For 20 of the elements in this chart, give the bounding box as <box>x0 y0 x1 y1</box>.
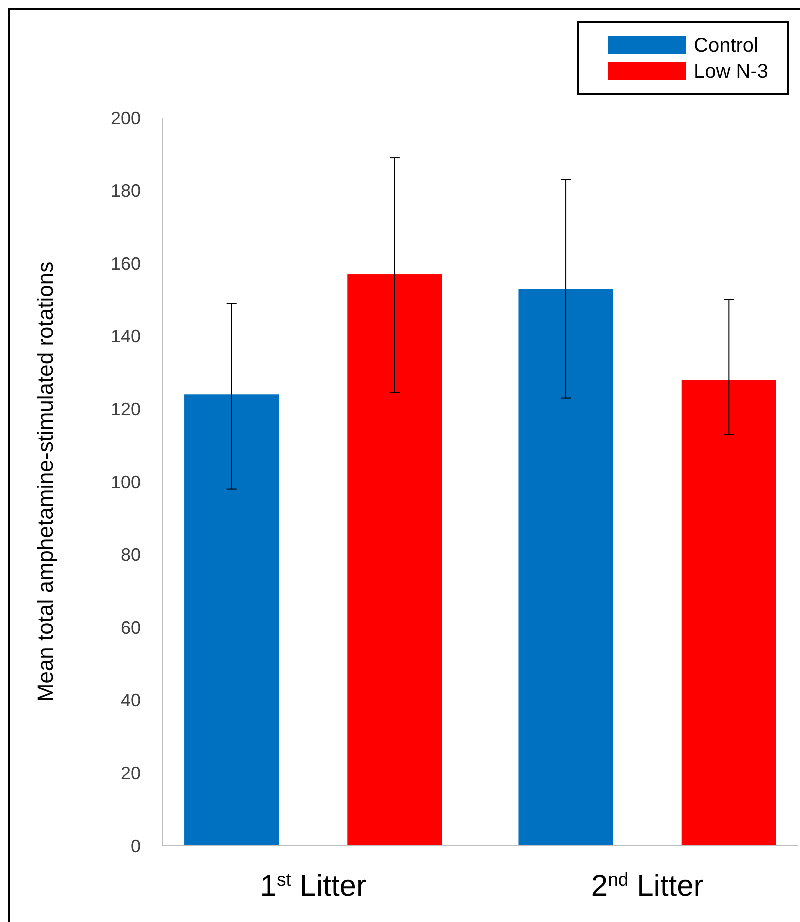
bar <box>348 274 442 846</box>
y-axis-title: Mean total amphetamine-stimulated rotations <box>33 262 58 702</box>
y-tick-label: 180 <box>110 181 141 202</box>
y-tick-label: 60 <box>120 618 141 638</box>
y-tick-label: 100 <box>110 472 141 492</box>
x-tick-label: 2$^{nd}$ Litter <box>591 868 704 903</box>
legend-label: Control <box>694 35 758 57</box>
bar <box>184 394 280 846</box>
bar <box>518 289 614 846</box>
y-tick-label: 0 <box>130 836 141 856</box>
legend-label: Low N-3 <box>694 61 768 83</box>
y-tick-label: 40 <box>120 690 141 711</box>
y-tick-label: 120 <box>110 400 141 420</box>
y-tick-label: 140 <box>110 326 141 347</box>
x-tick-label: 1$^{st}$ Litter <box>260 868 366 903</box>
y-tick-label: 200 <box>110 108 141 128</box>
y-tick-label: 80 <box>120 545 141 566</box>
bar <box>682 380 776 846</box>
y-tick-label: 20 <box>120 764 141 784</box>
y-tick-label: 160 <box>110 254 141 274</box>
